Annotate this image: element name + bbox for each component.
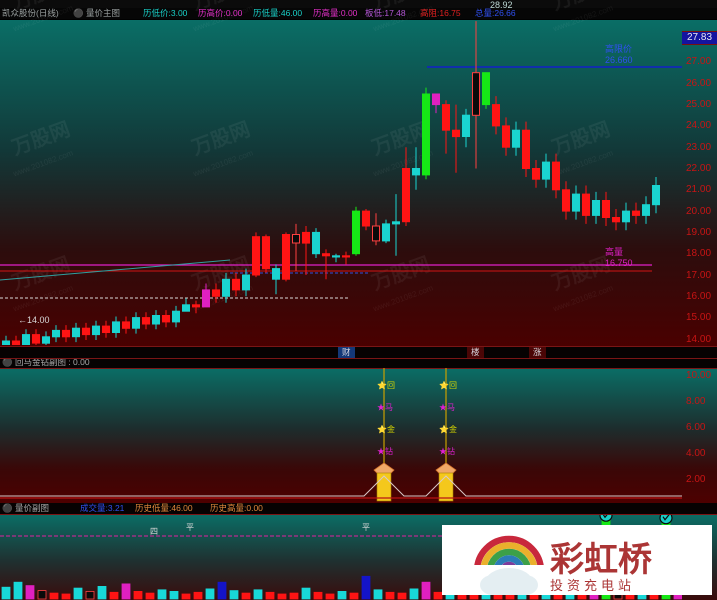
svg-text:28.92: 28.92 [490, 0, 513, 10]
svg-text:⭐金: ⭐金 [439, 424, 457, 434]
svg-text:⭐回: ⭐回 [439, 380, 457, 390]
svg-text:★马: ★马 [377, 403, 393, 412]
svg-text:⭐金: ⭐金 [377, 424, 395, 434]
svg-text:←14.00: ←14.00 [18, 315, 50, 325]
svg-text:★钻: ★钻 [439, 446, 455, 456]
svg-text:四: 四 [150, 527, 158, 536]
svg-text:26.660: 26.660 [605, 55, 633, 65]
svg-text:★钻: ★钻 [377, 446, 393, 456]
svg-text:彩虹桥: 彩虹桥 [550, 541, 652, 579]
svg-text:平: 平 [186, 523, 194, 532]
svg-text:16.750: 16.750 [605, 258, 633, 268]
svg-text:⭐回: ⭐回 [377, 380, 395, 390]
svg-text:高量: 高量 [605, 246, 623, 257]
svg-text:★马: ★马 [439, 403, 455, 412]
svg-text:高限价: 高限价 [605, 43, 632, 54]
svg-text:平: 平 [362, 523, 370, 532]
svg-text:投资充电站: 投资充电站 [550, 578, 635, 593]
